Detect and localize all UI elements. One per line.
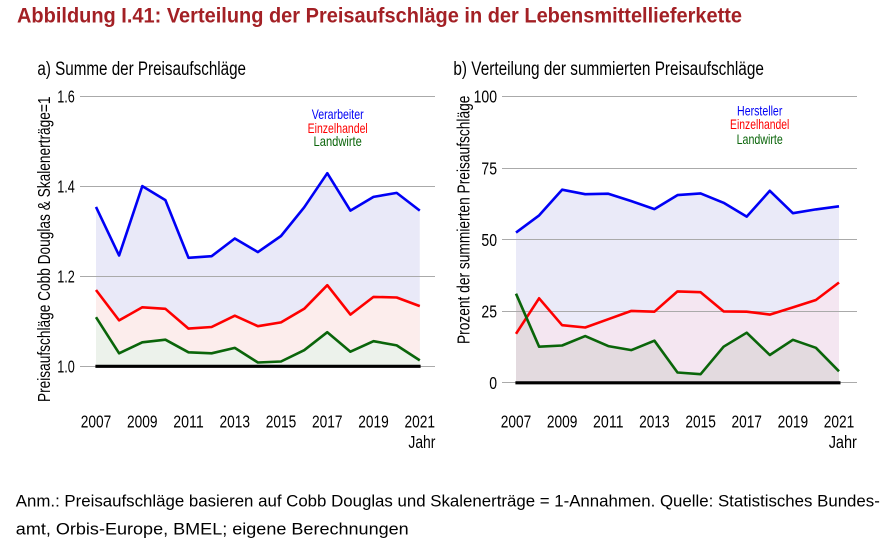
- svg-text:50: 50: [481, 230, 497, 250]
- svg-text:2021: 2021: [824, 412, 855, 432]
- svg-text:Landwirte: Landwirte: [314, 133, 362, 149]
- svg-text:1.2: 1.2: [57, 267, 75, 287]
- svg-text:2009: 2009: [127, 412, 158, 432]
- svg-text:2015: 2015: [685, 412, 716, 432]
- svg-text:25: 25: [481, 302, 497, 322]
- svg-text:2017: 2017: [312, 412, 343, 432]
- svg-text:amt, Orbis-Europe, BMEL; eigen: amt, Orbis-Europe, BMEL; eigene Berechnu…: [16, 519, 409, 538]
- svg-text:2019: 2019: [358, 412, 389, 432]
- svg-text:Jahr: Jahr: [829, 432, 857, 452]
- svg-text:2009: 2009: [547, 412, 578, 432]
- svg-text:Abbildung I.41: Verteilung der: Abbildung I.41: Verteilung der Preisaufs…: [17, 4, 742, 27]
- svg-text:Landwirte: Landwirte: [737, 131, 783, 147]
- svg-text:Anm.: Preisaufschläge basieren: Anm.: Preisaufschläge basieren auf Cobb …: [16, 492, 880, 511]
- svg-text:2011: 2011: [593, 412, 624, 432]
- svg-text:2017: 2017: [731, 412, 762, 432]
- svg-text:1.0: 1.0: [57, 357, 75, 377]
- svg-text:Hersteller: Hersteller: [737, 103, 783, 119]
- svg-text:2013: 2013: [220, 412, 251, 432]
- svg-text:2015: 2015: [266, 412, 297, 432]
- svg-text:Jahr: Jahr: [408, 432, 435, 452]
- svg-text:Verarbeiter: Verarbeiter: [312, 106, 364, 122]
- svg-text:2019: 2019: [778, 412, 809, 432]
- svg-text:0: 0: [489, 373, 497, 393]
- svg-text:a) Summe der Preisaufschläge: a) Summe der Preisaufschläge: [37, 59, 246, 80]
- svg-text:1.6: 1.6: [57, 87, 75, 107]
- svg-text:b) Verteilung der summierten P: b) Verteilung der summierten Preisaufsch…: [453, 59, 764, 80]
- svg-text:Preisaufschläge Cobb Douglas &: Preisaufschläge Cobb Douglas & Skalenert…: [34, 97, 54, 403]
- svg-text:Einzelhandel: Einzelhandel: [730, 116, 789, 132]
- svg-text:2007: 2007: [501, 412, 532, 432]
- svg-text:Prozent der summierten Preisau: Prozent der summierten Preisaufschläge: [454, 96, 474, 344]
- svg-text:1.4: 1.4: [57, 177, 75, 197]
- svg-text:Einzelhandel: Einzelhandel: [308, 120, 368, 136]
- svg-text:2011: 2011: [173, 412, 204, 432]
- svg-text:2007: 2007: [81, 412, 112, 432]
- svg-text:2021: 2021: [405, 412, 436, 432]
- svg-text:100: 100: [474, 87, 498, 107]
- svg-text:75: 75: [481, 158, 497, 178]
- svg-text:2013: 2013: [639, 412, 670, 432]
